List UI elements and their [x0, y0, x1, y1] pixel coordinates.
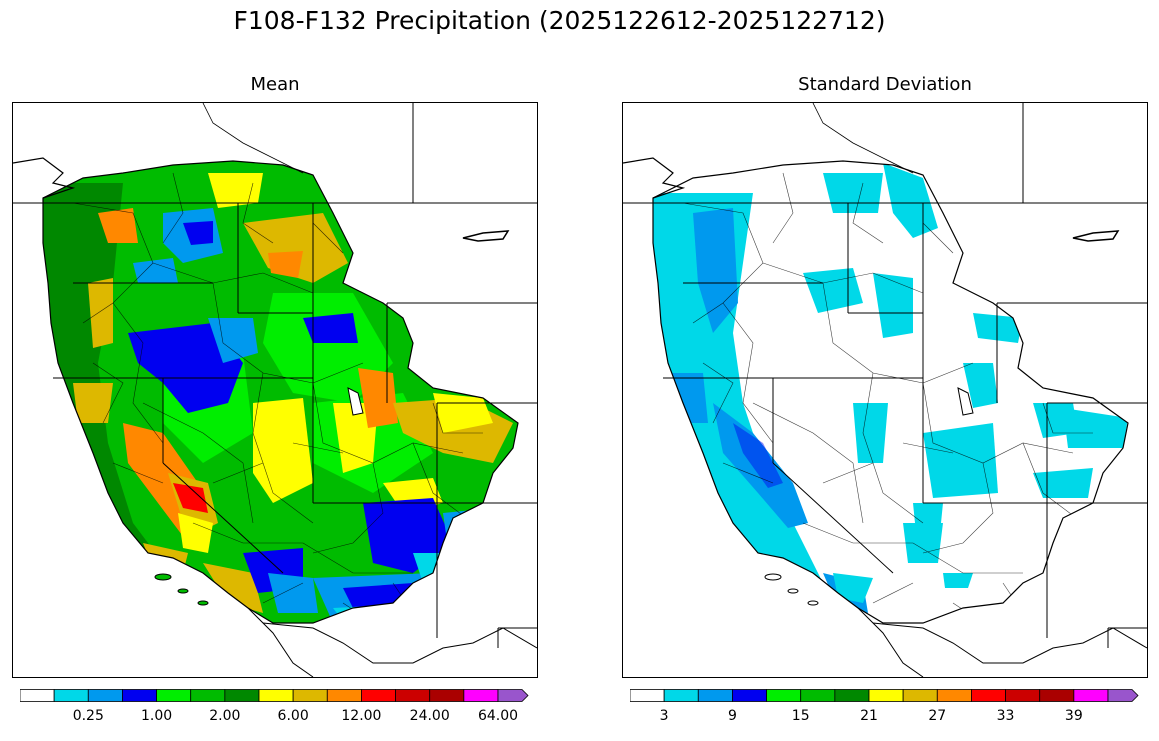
- colorbar-segment: [156, 689, 192, 702]
- mean-colorbar-tick-label: 24.00: [409, 708, 450, 724]
- colorbar-segment: [87, 689, 123, 702]
- stddev-colorbar-tick-label: 33: [996, 708, 1015, 724]
- colorbar-segment: [629, 689, 665, 702]
- colorbar-segment: [190, 689, 226, 702]
- colorbar-segment: [292, 689, 328, 702]
- colorbar-segment: [971, 689, 1006, 702]
- colorbar-segment: [122, 689, 157, 702]
- colorbar-segment: [53, 689, 89, 702]
- colorbar-segment: [395, 689, 431, 702]
- stddev-colorbar-tick-label: 9: [727, 708, 737, 724]
- colorbar-segment: [258, 689, 294, 702]
- colorbar-segment: [1073, 689, 1109, 702]
- colorbar-segment: [868, 689, 904, 702]
- colorbar-segment: [732, 689, 767, 702]
- stddev-map: [622, 102, 1148, 678]
- colorbar-segment: [361, 689, 396, 702]
- colorbar-segment: [800, 689, 836, 702]
- mean-colorbar-tick-label: 2.00: [209, 708, 241, 724]
- figure-title: F108-F132 Precipitation (2025122612-2025…: [233, 6, 886, 35]
- stddev-colorbar-tick-label: 21: [860, 708, 878, 724]
- stddev-colorbar-tick-label: 3: [659, 708, 669, 724]
- colorbar-segment: [697, 689, 733, 702]
- stddev-colorbar: [629, 688, 1145, 702]
- mean-colorbar-tick-label: 12.00: [341, 708, 382, 724]
- colorbar-segment: [1039, 689, 1075, 702]
- colorbar-segment: [497, 689, 529, 702]
- mean-colorbar-tick-label: 1.00: [140, 708, 173, 724]
- colorbar-segment: [1005, 689, 1041, 702]
- mean-colorbar-tick-label: 64.00: [477, 708, 519, 724]
- colorbar-segment: [834, 689, 870, 702]
- mean-colorbar-labels: 0.25 1.00 2.00 6.00 12.00 24.00 64.00: [20, 703, 535, 733]
- colorbar-segment: [326, 689, 362, 702]
- stddev-panel-title: Standard Deviation: [798, 74, 972, 95]
- colorbar-segment: [663, 689, 699, 702]
- colorbar-segment: [463, 689, 499, 702]
- colorbar-segment: [224, 689, 260, 702]
- mean-map: [12, 102, 538, 678]
- colorbar-segment: [902, 689, 938, 702]
- colorbar-segment: [19, 689, 55, 702]
- colorbar-segment: [429, 689, 465, 702]
- stddev-colorbar-tick-label: 15: [791, 708, 810, 724]
- colorbar-segment: [936, 689, 972, 702]
- stddev-colorbar-tick-label: 39: [1064, 708, 1083, 724]
- colorbar-segment: [1107, 689, 1139, 702]
- mean-panel-title: Mean: [250, 74, 300, 95]
- mean-colorbar-tick-label: 6.00: [277, 708, 309, 724]
- mean-colorbar: [19, 688, 535, 702]
- colorbar-segment: [766, 689, 802, 702]
- stddev-colorbar-labels: 3 9 15 21 27 33 39: [630, 703, 1145, 733]
- stddev-colorbar-tick-label: 27: [928, 708, 947, 724]
- mean-colorbar-tick-label: 0.25: [72, 708, 104, 724]
